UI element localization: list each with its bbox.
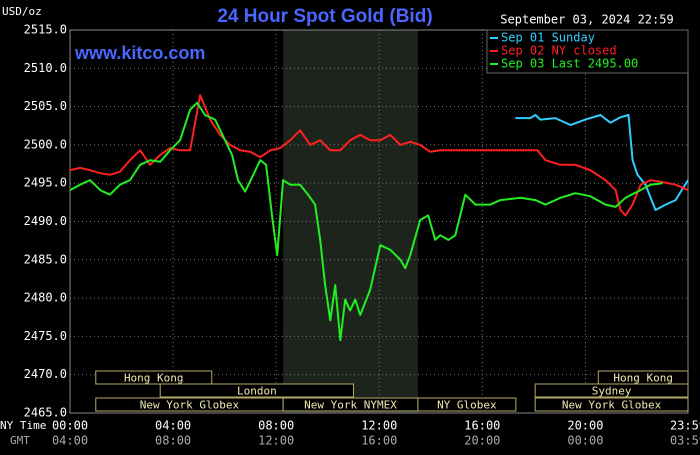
chart-subtitle: September 03, 2024 22:59 <box>500 13 673 27</box>
y-axis-label: USD/oz <box>2 5 42 18</box>
legend-label: Sep 02 NY closed <box>501 44 617 58</box>
session-box <box>534 397 689 412</box>
y-tick-label: 2495.0 <box>24 176 67 190</box>
session-box <box>417 397 517 412</box>
legend-box <box>486 29 689 74</box>
x-tick-label: 00:00 <box>52 419 88 433</box>
x2-tick-label: 20:00 <box>464 434 500 448</box>
x-tick-label: 16:00 <box>464 419 500 433</box>
x2-tick-label: 08:00 <box>155 434 191 448</box>
chart-title: 24 Hour Spot Gold (Bid) <box>217 6 432 27</box>
x2-tick-label: 16:00 <box>361 434 397 448</box>
x-tick-label: 04:00 <box>155 419 191 433</box>
y-tick-label: 2485.0 <box>24 252 67 266</box>
session-box <box>159 383 354 398</box>
series-line <box>515 114 689 211</box>
session-box <box>95 370 213 385</box>
x-axis-label: NY Time <box>0 419 46 432</box>
session-label: Sydney <box>592 385 632 398</box>
x-tick-label: 12:00 <box>361 419 397 433</box>
y-tick-label: 2465.0 <box>24 406 67 420</box>
session-label: London <box>237 385 277 398</box>
x2-tick-label: 00:00 <box>567 434 603 448</box>
series-line <box>69 101 663 342</box>
x2-tick-label: 12:00 <box>258 434 294 448</box>
y-tick-label: 2505.0 <box>24 99 67 113</box>
series-line <box>69 94 689 217</box>
y-tick-label: 2490.0 <box>24 214 67 228</box>
session-label: New York Globex <box>562 399 662 412</box>
session-label: New York Globex <box>140 399 240 412</box>
plot-border <box>69 29 689 414</box>
y-tick-label: 2500.0 <box>24 137 67 151</box>
y-tick-label: 2515.0 <box>24 23 67 37</box>
y-tick-label: 2480.0 <box>24 291 67 305</box>
x2-axis-label: GMT <box>10 434 30 447</box>
session-label: New York NYMEX <box>304 399 397 412</box>
x-tick-label: 08:00 <box>258 419 294 433</box>
x-tick-label: 23:59 <box>670 419 700 433</box>
x2-tick-label: 04:00 <box>52 434 88 448</box>
y-tick-label: 2470.0 <box>24 367 67 381</box>
y-tick-label: 2475.0 <box>24 329 67 343</box>
legend-label: Sep 03 Last 2495.00 <box>501 57 638 71</box>
session-label: NY Globex <box>437 399 497 412</box>
y-tick-label: 2510.0 <box>24 61 67 75</box>
watermark: www.kitco.com <box>74 43 205 63</box>
x2-tick-label: 03:59 <box>670 434 700 448</box>
legend-label: Sep 01 Sunday <box>501 31 595 45</box>
session-label: Hong Kong <box>124 372 184 385</box>
session-box <box>534 383 689 398</box>
session-label: Hong Kong <box>613 372 673 385</box>
x-tick-label: 20:00 <box>567 419 603 433</box>
